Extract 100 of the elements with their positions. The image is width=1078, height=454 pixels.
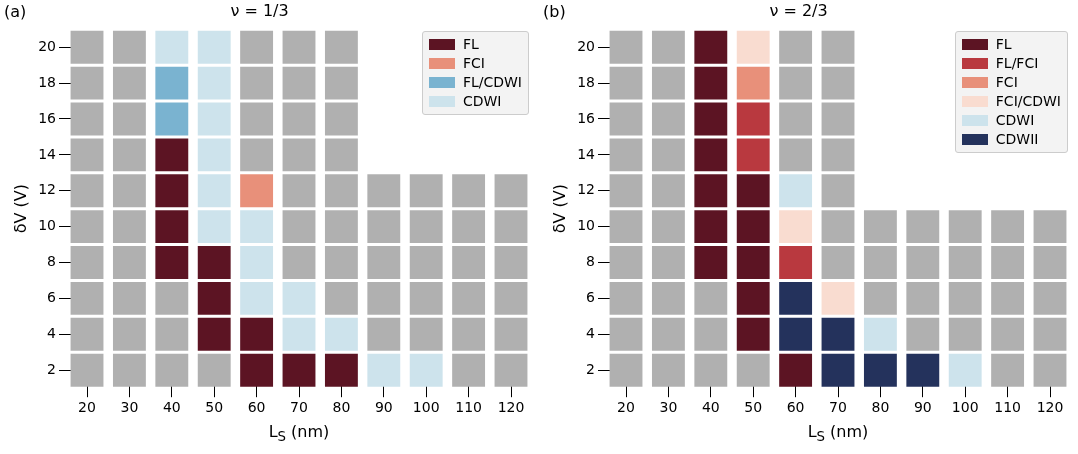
x-tick-label: 40 (701, 399, 720, 416)
point (948, 317, 982, 351)
point (906, 281, 940, 315)
point (197, 246, 231, 279)
point (609, 174, 643, 208)
point (948, 210, 982, 244)
point (779, 30, 813, 64)
point (155, 210, 189, 244)
y-tick-label: 4 (586, 324, 596, 341)
chart-title: ν = 2/3 (769, 0, 828, 20)
point (651, 66, 685, 100)
point (197, 281, 231, 315)
point (155, 174, 189, 208)
point (694, 30, 728, 64)
point (651, 30, 685, 64)
legend-label: FCI (462, 54, 485, 74)
legend-label: FCI/CDWI (995, 92, 1061, 112)
point (155, 246, 189, 279)
text: (b) (543, 2, 566, 21)
point (779, 281, 813, 315)
point (155, 66, 189, 100)
point (821, 174, 855, 208)
x-tick-label: 80 (871, 399, 890, 416)
point (736, 281, 770, 315)
x-tick-label: 100 (412, 399, 440, 416)
x-tick-label: 50 (205, 399, 224, 416)
y-tick-label: 20 (38, 37, 57, 54)
point (155, 138, 189, 172)
point (821, 138, 855, 172)
point (948, 353, 982, 387)
point (324, 353, 358, 387)
point (155, 102, 189, 136)
y-tick-label: 12 (38, 181, 57, 198)
point (821, 30, 855, 64)
point (651, 353, 685, 387)
point (991, 353, 1025, 387)
point (736, 66, 770, 100)
point (155, 30, 189, 64)
point (651, 246, 685, 279)
point (779, 66, 813, 100)
point (609, 317, 643, 351)
point (991, 281, 1025, 315)
point (282, 353, 316, 387)
y-tick-label: 8 (586, 253, 596, 270)
x-axis-title: L$_{S}$ (nm) (267, 422, 331, 445)
point (409, 353, 443, 387)
x-tick-label: 90 (374, 399, 393, 416)
point (694, 66, 728, 100)
point (991, 210, 1025, 244)
point (1033, 281, 1067, 315)
y-tick-label: 14 (577, 145, 596, 162)
legend-label: CDWI (462, 92, 502, 112)
point (736, 174, 770, 208)
chart-title: ν = 1/3 (230, 0, 289, 20)
point (651, 174, 685, 208)
point (240, 246, 274, 279)
point (240, 281, 274, 315)
point (240, 174, 274, 208)
point (906, 210, 940, 244)
point (197, 317, 231, 351)
point (948, 246, 982, 279)
x-tick-label: 50 (744, 399, 763, 416)
point (197, 174, 231, 208)
x-tick-label: 70 (829, 399, 847, 416)
point (197, 138, 231, 172)
x-tick-label: 60 (786, 399, 805, 416)
y-tick-label: 6 (47, 289, 57, 306)
y-tick-label: 4 (47, 324, 57, 341)
point (906, 246, 940, 279)
x-tick-label: 110 (994, 399, 1021, 416)
point (991, 246, 1025, 279)
legend-label: FL/FCI (995, 54, 1039, 74)
point (736, 210, 770, 244)
point (779, 246, 813, 279)
point (694, 317, 728, 351)
point (736, 102, 770, 136)
point (863, 246, 897, 279)
point (609, 246, 643, 279)
point (736, 30, 770, 64)
point (651, 210, 685, 244)
point (906, 353, 940, 387)
x-tick-label: 30 (120, 399, 139, 416)
point (779, 210, 813, 244)
x-tick-label: 110 (455, 399, 482, 416)
y-tick-label: 18 (38, 73, 57, 90)
point (863, 353, 897, 387)
point (240, 317, 274, 351)
point (821, 353, 855, 387)
x-tick-label: 100 (951, 399, 979, 416)
point (736, 138, 770, 172)
legend-label: FL (462, 35, 479, 55)
point (651, 281, 685, 315)
point (779, 102, 813, 136)
y-tick-label: 16 (38, 109, 57, 126)
y-tick-label: 16 (577, 109, 596, 126)
point (197, 66, 231, 100)
point (609, 30, 643, 64)
point (779, 138, 813, 172)
point (609, 210, 643, 244)
point (821, 281, 855, 315)
